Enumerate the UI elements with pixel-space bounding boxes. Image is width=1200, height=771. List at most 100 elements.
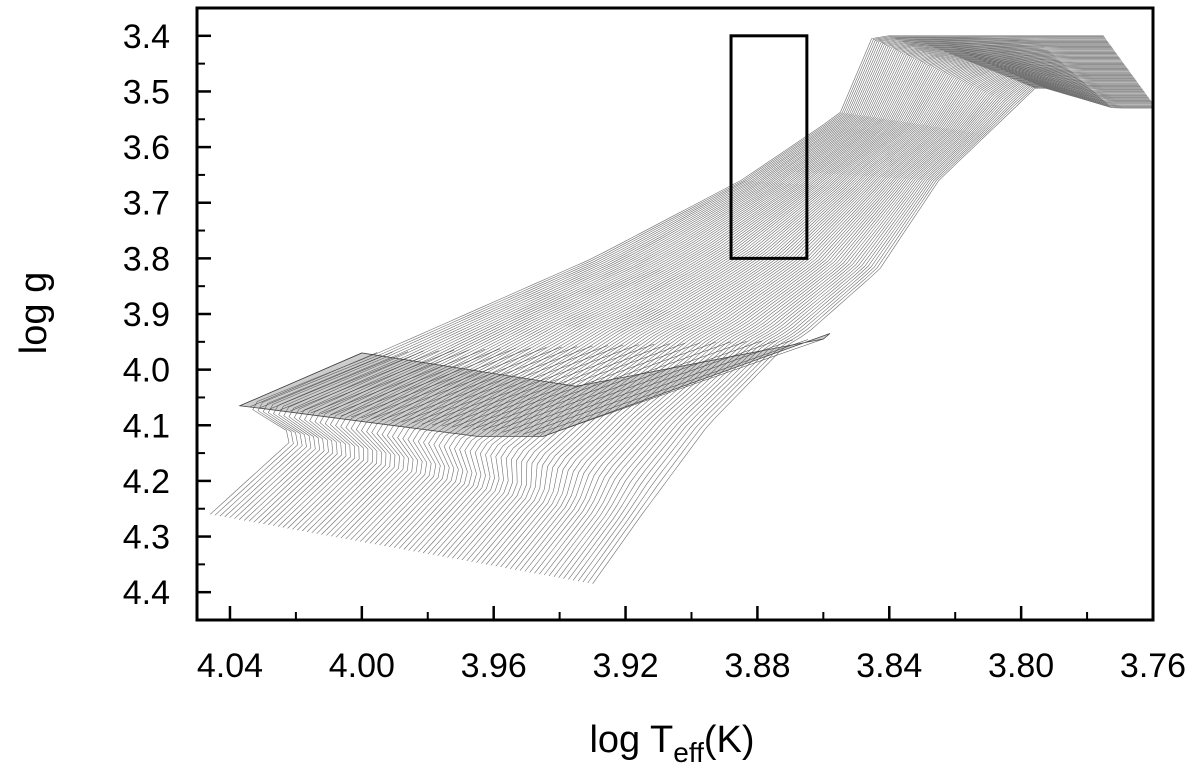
x-axis-title-sub: eff [673, 737, 704, 768]
y-tick-label: 4.4 [123, 574, 170, 612]
track-line-6 [234, 38, 1107, 519]
track-line-47 [432, 65, 1135, 555]
track-line-76 [572, 85, 1153, 581]
track-line-64 [514, 77, 1146, 570]
track-line-60 [495, 74, 1143, 567]
track-line-55 [471, 71, 1140, 562]
annotation-layer [729, 34, 809, 260]
track-line-75 [568, 84, 1153, 580]
track-line-21 [306, 48, 1117, 533]
track-line-8 [243, 40, 1109, 521]
x-tick-label: 3.84 [856, 647, 922, 685]
track-line-45 [422, 64, 1133, 554]
x-tick-label: 4.00 [329, 647, 395, 685]
track-line-36 [379, 58, 1127, 546]
x-axis-title-main: log T [589, 719, 673, 761]
track-line-62 [505, 75, 1145, 569]
x-axis-title: log Teff(K) [589, 719, 754, 768]
y-axis-title: log g [13, 272, 55, 354]
track-line-56 [476, 71, 1141, 563]
x-axis: 4.04 4.00 3.96 3.92 3.88 3.84 3.80 3.76 [197, 606, 1186, 685]
zams-band-hatch [259, 351, 393, 409]
track-line-2 [214, 36, 1105, 516]
zams-band-hatch [391, 345, 593, 422]
track-line-1 [209, 35, 1104, 515]
track-line-67 [529, 79, 1148, 573]
track-line-72 [553, 82, 1151, 577]
track-line-44 [418, 63, 1133, 553]
zams-band-hatch [492, 341, 747, 432]
track-line-70 [543, 81, 1150, 576]
track-line-14 [272, 44, 1113, 526]
track-line-13 [268, 43, 1112, 526]
zams-band-hatch [330, 348, 501, 416]
zams-band-hatch [452, 342, 685, 428]
track-line-17 [287, 46, 1115, 529]
track-line-42 [408, 62, 1131, 551]
track-line-30 [350, 54, 1123, 541]
track-line-63 [510, 76, 1145, 570]
y-tick-label: 3.6 [123, 129, 170, 167]
zams-band-hatch [512, 340, 778, 434]
track-line-54 [466, 70, 1139, 562]
track-line-18 [292, 46, 1115, 530]
track-line-22 [311, 49, 1118, 534]
zams-band-hatch [300, 349, 455, 413]
zams-band-hatch [472, 342, 716, 430]
track-line-26 [330, 52, 1121, 537]
x-tick-label: 3.96 [461, 647, 527, 685]
track-line-49 [442, 67, 1136, 557]
track-line-7 [238, 39, 1108, 520]
track-line-9 [248, 40, 1109, 522]
observation-box-1 [729, 34, 809, 260]
track-line-5 [229, 38, 1107, 519]
zams-band-hatch [340, 348, 516, 417]
track-line-24 [321, 50, 1119, 535]
track-line-57 [481, 72, 1141, 564]
track-line-39 [393, 60, 1129, 548]
zams-band-hatch [482, 341, 732, 431]
y-tick-label: 3.4 [123, 18, 170, 56]
zams-band-hatch [441, 343, 670, 427]
y-tick-label: 3.8 [123, 240, 170, 278]
track-line-52 [456, 69, 1138, 560]
track-line-53 [461, 69, 1139, 561]
track-line-38 [389, 59, 1129, 548]
zams-band-hatch [310, 349, 470, 414]
track-line-32 [359, 55, 1125, 542]
track-line-61 [500, 75, 1144, 568]
y-tick-label: 3.9 [123, 296, 170, 334]
track-line-27 [335, 52, 1121, 538]
track-line-11 [258, 42, 1111, 524]
track-line-4 [224, 37, 1106, 518]
x-tick-label: 3.88 [724, 647, 790, 685]
track-line-50 [447, 67, 1137, 558]
track-line-34 [369, 57, 1126, 544]
y-tick-label: 4.1 [123, 407, 170, 445]
track-line-23 [316, 50, 1119, 534]
x-tick-label: 3.92 [592, 647, 658, 685]
zams-band-hatch [280, 350, 424, 411]
evolutionary-tracks [209, 35, 1153, 584]
x-axis-title-unit: (K) [704, 719, 755, 761]
zams-band-hatch [421, 344, 639, 425]
track-line-33 [364, 56, 1125, 543]
zams-band-hatch [290, 350, 439, 412]
zams-band-hatch [249, 352, 378, 408]
track-line-35 [374, 57, 1127, 545]
track-line-69 [539, 80, 1149, 575]
x-tick-label: 3.76 [1120, 647, 1186, 685]
zams-band-hatch [320, 349, 485, 415]
track-line-25 [326, 51, 1120, 536]
track-line-3 [219, 36, 1105, 517]
zams-band-hatch [431, 343, 655, 426]
track-line-58 [485, 73, 1142, 565]
zams-band-hatch [411, 344, 624, 424]
zams-band [238, 333, 831, 437]
zams-band-hatch [401, 345, 609, 423]
y-tick-label: 4.2 [123, 463, 170, 501]
track-line-51 [451, 68, 1137, 559]
track-line-15 [277, 44, 1113, 527]
track-line-43 [413, 63, 1132, 552]
